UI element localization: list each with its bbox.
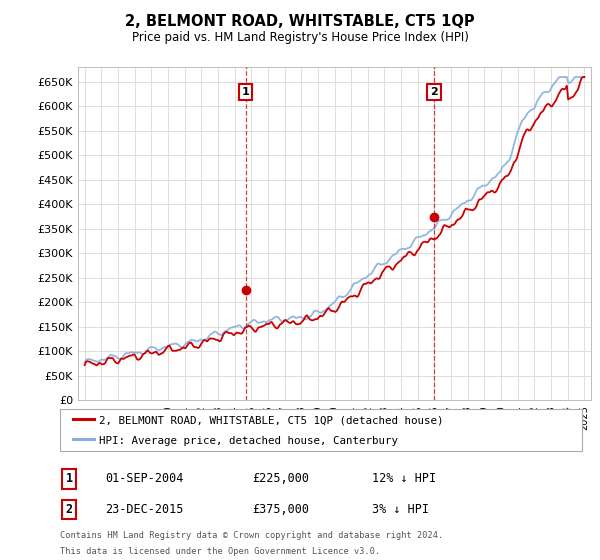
Text: 2, BELMONT ROAD, WHITSTABLE, CT5 1QP: 2, BELMONT ROAD, WHITSTABLE, CT5 1QP: [125, 14, 475, 29]
Text: 2: 2: [430, 87, 438, 97]
Text: £375,000: £375,000: [252, 503, 309, 516]
Text: £225,000: £225,000: [252, 472, 309, 486]
Text: This data is licensed under the Open Government Licence v3.0.: This data is licensed under the Open Gov…: [60, 547, 380, 556]
Text: 1: 1: [242, 87, 250, 97]
Text: 12% ↓ HPI: 12% ↓ HPI: [372, 472, 436, 486]
Text: 2: 2: [65, 503, 73, 516]
Text: 23-DEC-2015: 23-DEC-2015: [105, 503, 184, 516]
Text: 1: 1: [65, 472, 73, 486]
Text: 3% ↓ HPI: 3% ↓ HPI: [372, 503, 429, 516]
Text: Contains HM Land Registry data © Crown copyright and database right 2024.: Contains HM Land Registry data © Crown c…: [60, 531, 443, 540]
FancyBboxPatch shape: [60, 409, 582, 451]
Text: Price paid vs. HM Land Registry's House Price Index (HPI): Price paid vs. HM Land Registry's House …: [131, 31, 469, 44]
Text: HPI: Average price, detached house, Canterbury: HPI: Average price, detached house, Cant…: [99, 436, 398, 446]
Text: 01-SEP-2004: 01-SEP-2004: [105, 472, 184, 486]
Text: 2, BELMONT ROAD, WHITSTABLE, CT5 1QP (detached house): 2, BELMONT ROAD, WHITSTABLE, CT5 1QP (de…: [99, 416, 443, 426]
